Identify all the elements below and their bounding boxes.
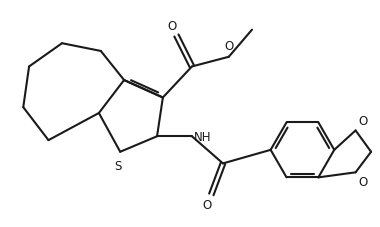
Text: O: O: [359, 176, 368, 189]
Text: O: O: [203, 198, 212, 211]
Text: O: O: [224, 40, 233, 53]
Text: NH: NH: [194, 130, 211, 143]
Text: O: O: [359, 115, 368, 128]
Text: O: O: [167, 20, 176, 33]
Text: S: S: [115, 159, 122, 172]
